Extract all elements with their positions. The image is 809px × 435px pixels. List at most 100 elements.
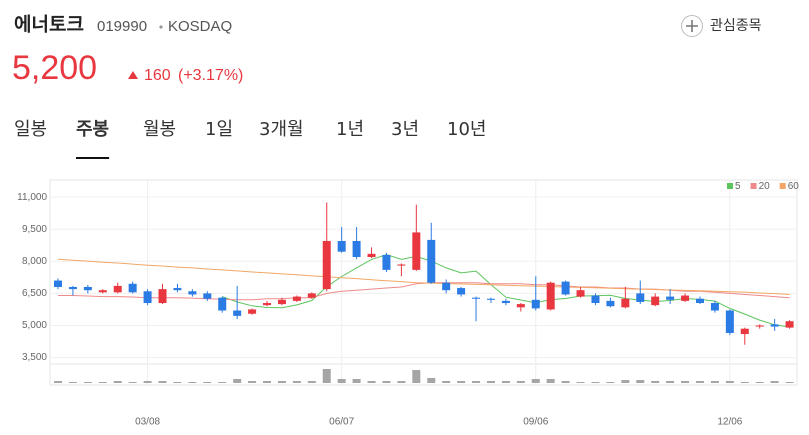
- candle-body: [412, 232, 421, 270]
- y-tick-label: 3,500: [22, 352, 47, 363]
- tab[interactable]: 3개월: [259, 119, 304, 140]
- stock-name: 에너토크: [14, 14, 84, 36]
- volume-bar: [188, 382, 197, 383]
- candle-body: [98, 290, 107, 293]
- volume-bar: [531, 379, 540, 383]
- x-tick-label: 03/08: [135, 417, 160, 428]
- volume-bar: [292, 381, 301, 383]
- candle-body: [501, 300, 510, 304]
- chart: 3,500 5,000 6,500 8,000 9,500 11,000 03/08 06/0…: [17, 179, 799, 428]
- volume-bar: [740, 382, 749, 383]
- candle-body: [233, 310, 242, 316]
- candle-body: [263, 303, 272, 306]
- candle-body: [561, 281, 570, 295]
- candle-body: [188, 291, 197, 295]
- tabs: 일봉 주봉 월봉 1일 3개월 1년 3년 10년: [14, 119, 486, 159]
- volume-bar: [322, 369, 331, 383]
- volume-bar: [128, 382, 137, 383]
- candle-body: [666, 296, 675, 300]
- candle-body: [248, 309, 257, 314]
- plot-border: [49, 179, 798, 386]
- candle-body: [725, 310, 734, 333]
- candle-body: [621, 298, 630, 308]
- candle-body: [173, 288, 182, 291]
- volume-bar: [621, 380, 630, 383]
- candle-body: [531, 299, 540, 309]
- watch-label: 관심종목: [710, 18, 762, 34]
- legend-swatch: [779, 183, 786, 189]
- volume-bar: [68, 382, 77, 383]
- candle-body: [770, 324, 779, 327]
- volume-bar: [501, 381, 510, 383]
- volume-bar: [203, 382, 212, 383]
- volume-bar: [591, 382, 600, 383]
- candle-body: [710, 303, 719, 311]
- tab[interactable]: 일봉: [14, 119, 47, 140]
- volume-bar: [54, 381, 62, 383]
- candle-body: [591, 295, 600, 304]
- volume-bar: [636, 380, 645, 383]
- tab[interactable]: 3년: [391, 119, 419, 140]
- candle-body: [472, 297, 481, 299]
- legend-label: 20: [759, 181, 771, 192]
- legend-label: 5: [735, 181, 741, 192]
- tab[interactable]: 1일: [205, 119, 233, 140]
- volume-bar: [263, 381, 272, 383]
- legend-swatch: [727, 183, 733, 189]
- candle-body: [143, 291, 152, 304]
- volume-bar: [427, 378, 436, 383]
- candle-body: [322, 240, 331, 290]
- y-tick-label: 11,000: [17, 192, 47, 203]
- candle-body: [651, 296, 660, 306]
- volume-bar: [412, 370, 421, 383]
- volume-bar: [352, 379, 361, 383]
- candle-body: [785, 321, 794, 328]
- x-tick-label: 12/06: [717, 417, 742, 428]
- volume-bar: [173, 382, 182, 383]
- volume-bar: [442, 381, 451, 383]
- tab[interactable]: 월봉: [143, 119, 176, 140]
- legend-swatch: [750, 183, 757, 189]
- candle-body: [352, 240, 361, 258]
- volume-bar: [248, 381, 257, 383]
- candle-body: [367, 253, 376, 258]
- volume-bar: [651, 381, 660, 383]
- candle-body: [54, 280, 62, 287]
- candle-body: [516, 304, 525, 308]
- y-tick-label: 6,500: [22, 288, 47, 299]
- volume-bar: [516, 381, 525, 383]
- volume-bar: [710, 381, 719, 383]
- tab[interactable]: 10년: [447, 119, 486, 140]
- price: 5,200: [12, 49, 97, 87]
- watch-button[interactable]: 관심종목: [681, 15, 762, 37]
- volume-bar: [98, 382, 107, 383]
- candle-body: [427, 239, 436, 283]
- candle-body: [681, 295, 690, 301]
- candle-body: [277, 299, 286, 305]
- market: KOSDAQ: [168, 18, 232, 35]
- candle-body: [203, 293, 212, 299]
- up-arrow: [128, 71, 138, 79]
- candle-body: [382, 254, 391, 270]
- candle-body: [457, 288, 466, 295]
- volume-bar: [472, 381, 481, 383]
- candle-body: [442, 282, 451, 291]
- stock-code: 019990: [97, 18, 147, 35]
- volume-bar: [218, 382, 227, 383]
- candle-body: [755, 325, 764, 327]
- volume-bar: [666, 381, 675, 383]
- volume-bar: [725, 381, 734, 383]
- volume-bar: [397, 381, 406, 383]
- y-tick-label: 5,000: [22, 320, 47, 331]
- y-tick-label: 8,000: [22, 256, 47, 267]
- candle-body: [158, 289, 167, 304]
- volume-bar: [681, 381, 690, 383]
- volume-bar: [606, 382, 615, 383]
- candle-body: [606, 300, 615, 307]
- tab[interactable]: 주봉: [76, 119, 109, 140]
- candle-body: [576, 290, 585, 297]
- candle-body: [292, 296, 301, 301]
- price-percent: (+3.17%): [178, 67, 243, 84]
- tab[interactable]: 1년: [336, 119, 364, 140]
